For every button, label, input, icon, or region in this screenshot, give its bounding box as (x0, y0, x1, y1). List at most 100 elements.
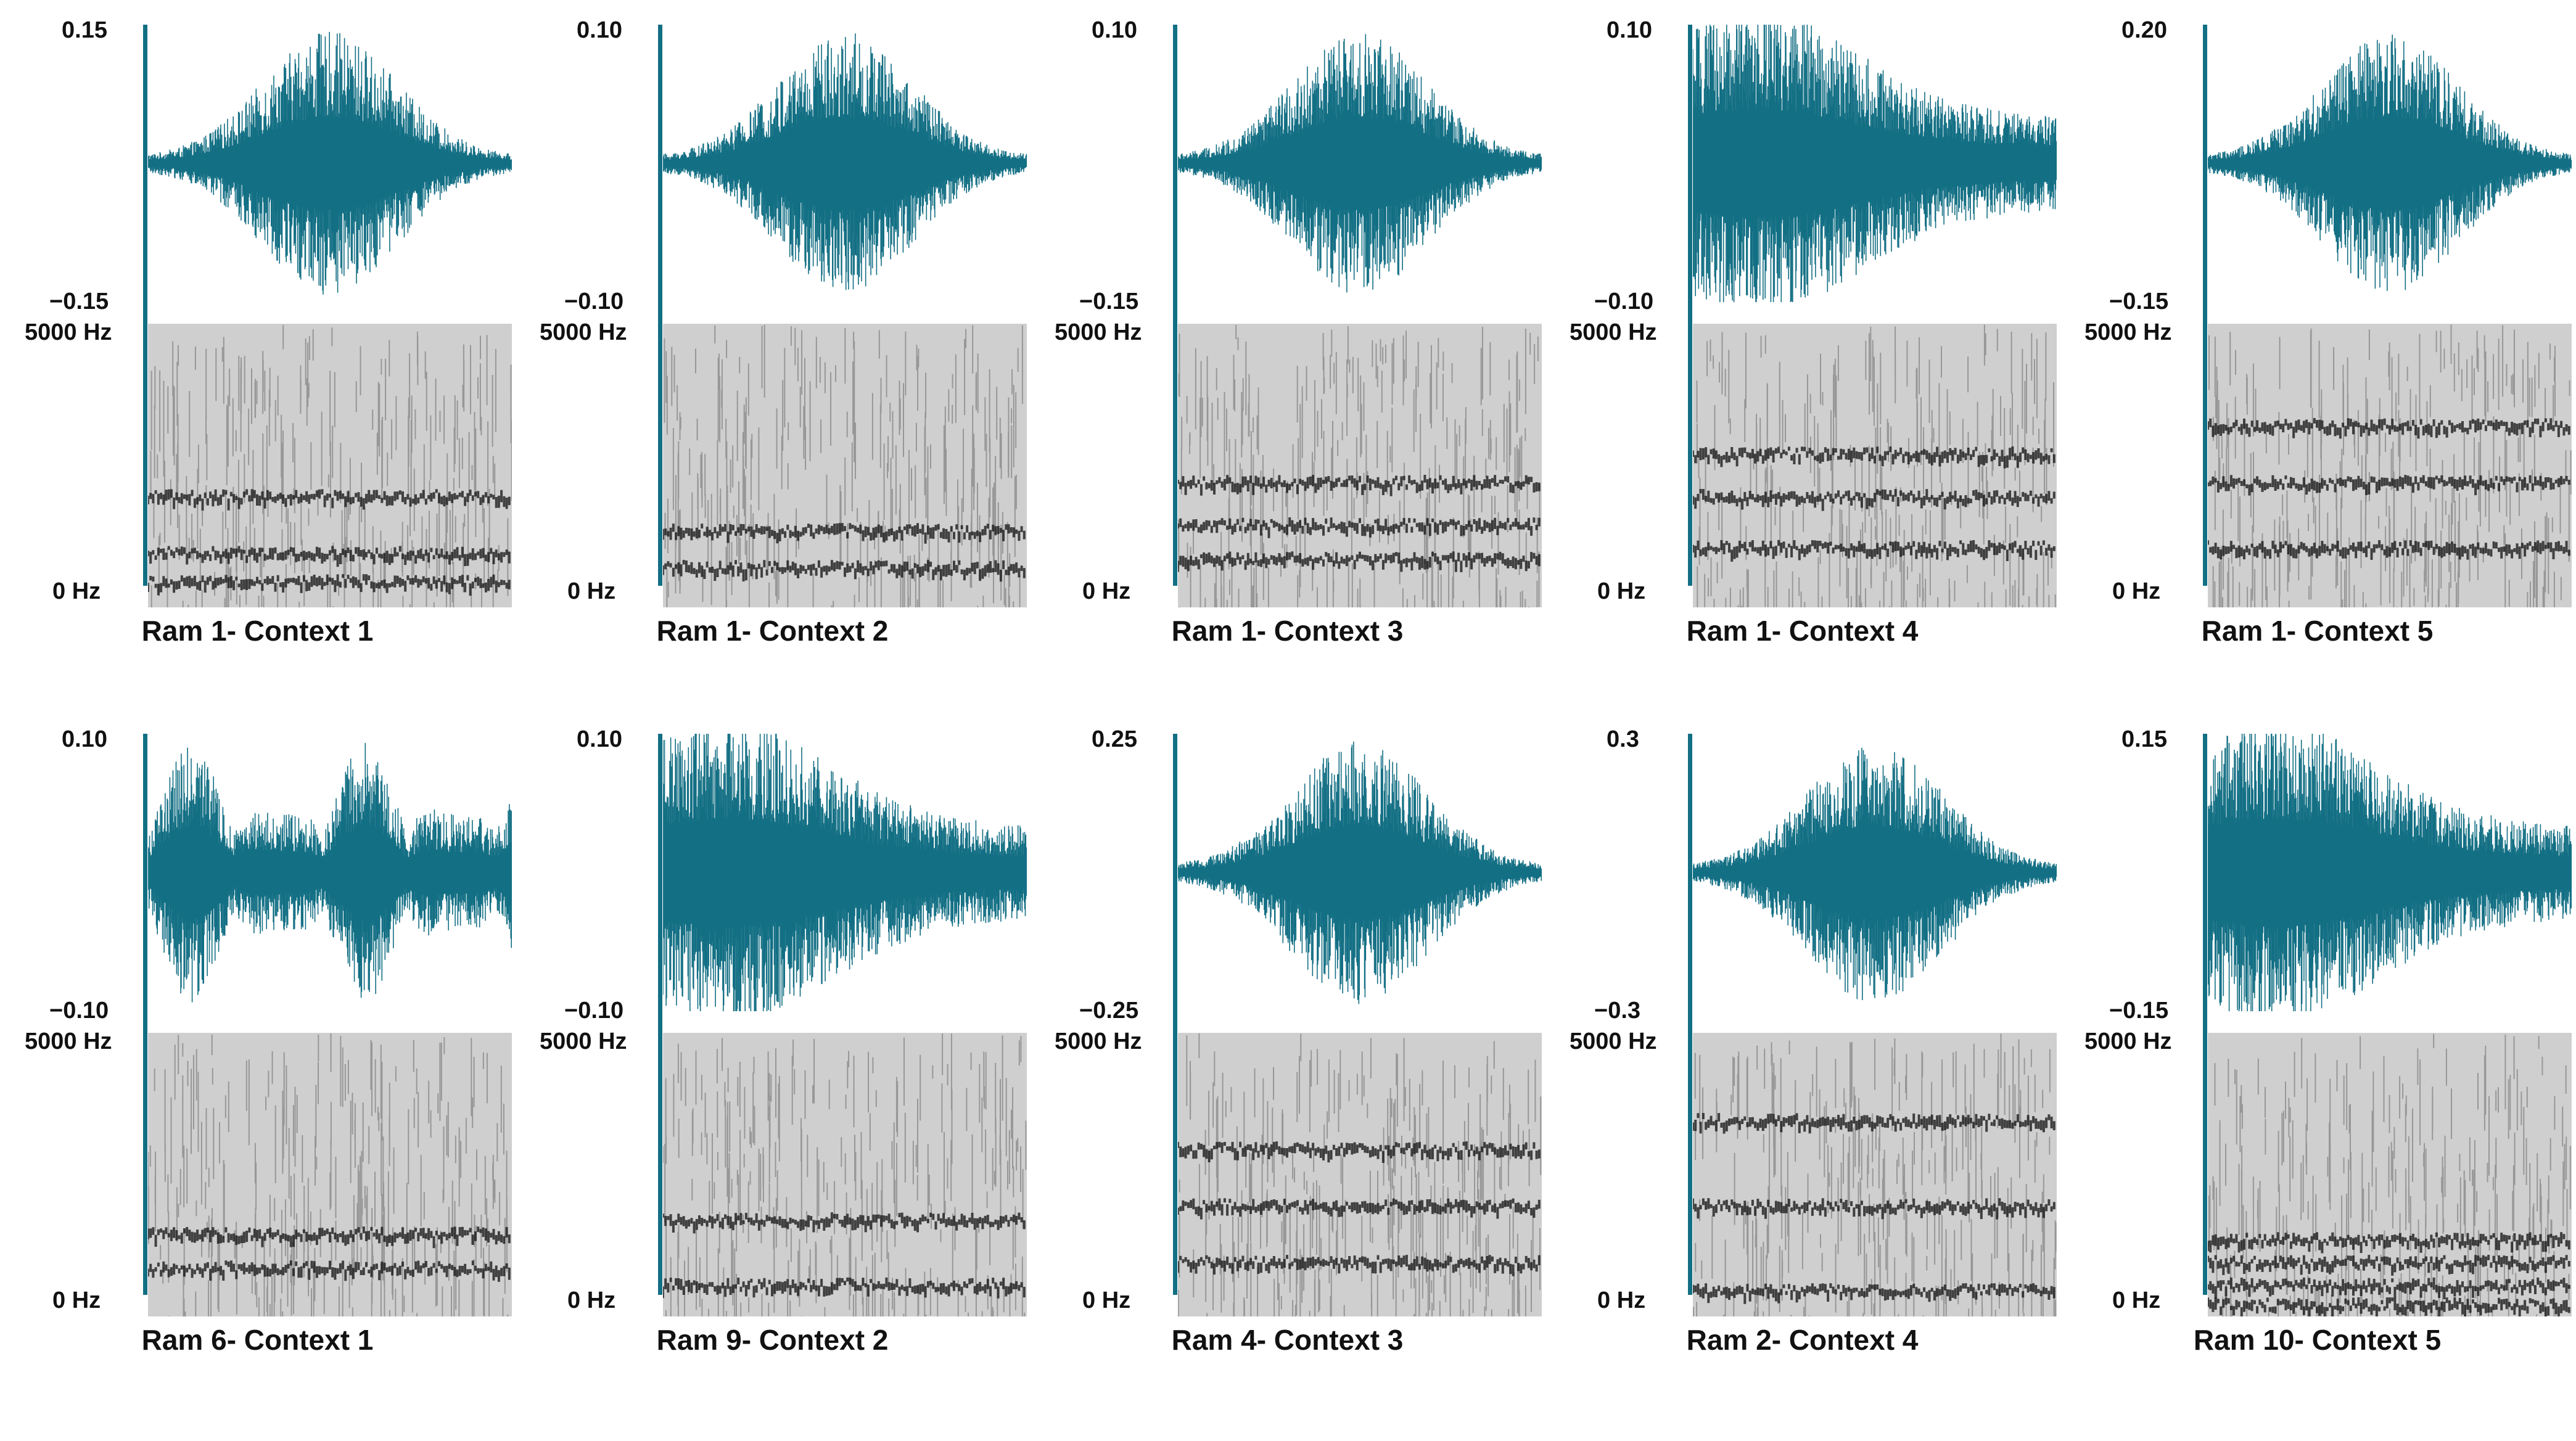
waveform-trace (2208, 734, 2572, 1011)
spectrogram-background (663, 1033, 1027, 1316)
formant-band-1 (148, 1226, 511, 1249)
amplitude-max-label: 0.20 (2121, 17, 2167, 43)
formant-band-2 (1693, 1198, 2055, 1220)
spectrogram-striations (148, 1033, 509, 1316)
waveform (2208, 734, 2572, 1011)
amplitude-axis-line (2203, 25, 2207, 586)
amplitude-min-label: −0.25 (1079, 998, 1139, 1024)
amplitude-min-label: −0.15 (2109, 289, 2169, 314)
formant-band-3 (1693, 540, 2055, 562)
frequency-low-label: 0 Hz (1082, 1287, 1131, 1313)
spectrogram (2208, 324, 2572, 607)
panel-caption: Ram 1- Context 1 (141, 615, 374, 647)
panel-caption: Ram 1- Context 4 (1686, 615, 1919, 647)
formant-band-1 (1693, 1113, 2055, 1134)
formant-band-2 (1178, 517, 1541, 538)
frequency-high-label: 5000 Hz (2084, 319, 2172, 345)
amplitude-axis-line (1173, 734, 1177, 1295)
frequency-high-label: 5000 Hz (1055, 319, 1142, 345)
frequency-low-label: 0 Hz (1597, 1287, 1646, 1313)
formant-band-2 (2208, 1255, 2570, 1276)
waveform-trace (663, 33, 1027, 290)
spectrogram-background (2208, 324, 2572, 607)
amplitude-min-label: −0.15 (49, 289, 109, 314)
waveform-trace (1693, 25, 2057, 302)
amplitude-max-label: 0.10 (62, 726, 107, 752)
waveform-trace (148, 31, 512, 295)
waveform (1178, 741, 1542, 1004)
formant-band-4 (2208, 1297, 2570, 1316)
frequency-low-label: 0 Hz (1597, 578, 1646, 604)
formant-band-2 (663, 560, 1026, 582)
waveform (1693, 25, 2057, 302)
panel-10: 0.15 −0.15 5000 Hz 0 Hz Ram 10- Context 5 (2060, 709, 2575, 1429)
frequency-high-label: 5000 Hz (2084, 1028, 2172, 1054)
formant-band-2 (148, 1260, 511, 1282)
panel-caption: Ram 1- Context 5 (2201, 615, 2434, 647)
panel-5: 0.20 −0.15 5000 Hz 0 Hz Ram 1- Context 5 (2060, 0, 2575, 720)
spectrogram-background (2208, 1033, 2572, 1316)
waveform-trace (1178, 34, 1542, 293)
spectrogram (148, 1033, 512, 1316)
frequency-high-label: 5000 Hz (540, 1028, 627, 1054)
formant-band-3 (1178, 1255, 1541, 1276)
panel-9: 0.3 −0.3 5000 Hz 0 Hz Ram 2- Context 4 (1545, 709, 2060, 1429)
panel-1: 0.15 −0.15 5000 Hz 0 Hz Ram 1- Context 1 (0, 0, 515, 720)
frequency-high-label: 5000 Hz (540, 319, 627, 345)
spectrogram (1693, 324, 2057, 607)
waveform (2208, 35, 2572, 291)
amplitude-axis-line (143, 734, 147, 1295)
formant-band-3 (1693, 1283, 2055, 1304)
spectrogram (663, 1033, 1027, 1316)
formant-band-2 (148, 546, 511, 567)
panel-2: 0.10 −0.10 5000 Hz 0 Hz Ram 1- Context 2 (515, 0, 1030, 720)
waveform-trace (663, 734, 1027, 1011)
amplitude-min-label: −0.10 (1594, 289, 1654, 314)
amplitude-max-label: 0.3 (1607, 726, 1639, 752)
formant-band-1 (663, 1212, 1026, 1234)
panel-caption: Ram 1- Context 3 (1171, 615, 1404, 647)
formant-band-2 (663, 1277, 1026, 1299)
frequency-high-label: 5000 Hz (25, 319, 112, 345)
amplitude-axis-line (143, 25, 147, 586)
frequency-low-label: 0 Hz (2112, 1287, 2161, 1313)
waveform-trace (1178, 741, 1542, 1004)
panel-caption: Ram 1- Context 2 (656, 615, 889, 647)
formant-band-1 (663, 523, 1026, 544)
amplitude-min-label: −0.10 (564, 998, 624, 1024)
amplitude-min-label: −0.15 (1079, 289, 1139, 314)
panel-caption: Ram 9- Context 2 (656, 1324, 889, 1356)
spectrogram (1693, 1033, 2057, 1316)
spectrogram (2208, 1033, 2572, 1316)
frequency-low-label: 0 Hz (567, 578, 616, 604)
waveform (1693, 747, 2057, 1000)
panel-caption: Ram 4- Context 3 (1171, 1324, 1404, 1356)
formant-band-2 (2208, 475, 2570, 496)
spectrogram (148, 324, 512, 607)
panel-caption: Ram 10- Context 5 (2193, 1324, 2442, 1356)
waveform (148, 742, 512, 1003)
spectrogram-background (1693, 324, 2057, 607)
waveform (1178, 34, 1542, 293)
frequency-high-label: 5000 Hz (1570, 319, 1657, 345)
panel-6: 0.10 −0.10 5000 Hz 0 Hz Ram 6- Context 1 (0, 709, 515, 1429)
amplitude-min-label: −0.10 (564, 289, 624, 314)
amplitude-max-label: 0.25 (1092, 726, 1137, 752)
amplitude-axis-line (1173, 25, 1177, 586)
frequency-high-label: 5000 Hz (1055, 1028, 1142, 1054)
amplitude-axis-line (658, 25, 662, 586)
formant-band-3 (1178, 551, 1541, 572)
frequency-low-label: 0 Hz (52, 1287, 101, 1313)
formant-band-3 (2208, 540, 2570, 560)
waveform (663, 734, 1027, 1011)
frequency-high-label: 5000 Hz (1570, 1028, 1657, 1054)
amplitude-max-label: 0.10 (1607, 17, 1652, 43)
spectrogram-background (1693, 1033, 2057, 1316)
panel-8: 0.25 −0.25 5000 Hz 0 Hz Ram 4- Context 3 (1030, 709, 1545, 1429)
spectrogram (1178, 324, 1542, 607)
frequency-low-label: 0 Hz (52, 578, 101, 604)
panel-3: 0.10 −0.15 5000 Hz 0 Hz Ram 1- Context 3 (1030, 0, 1545, 720)
amplitude-axis-line (2203, 734, 2207, 1295)
spectrogram (663, 324, 1027, 607)
